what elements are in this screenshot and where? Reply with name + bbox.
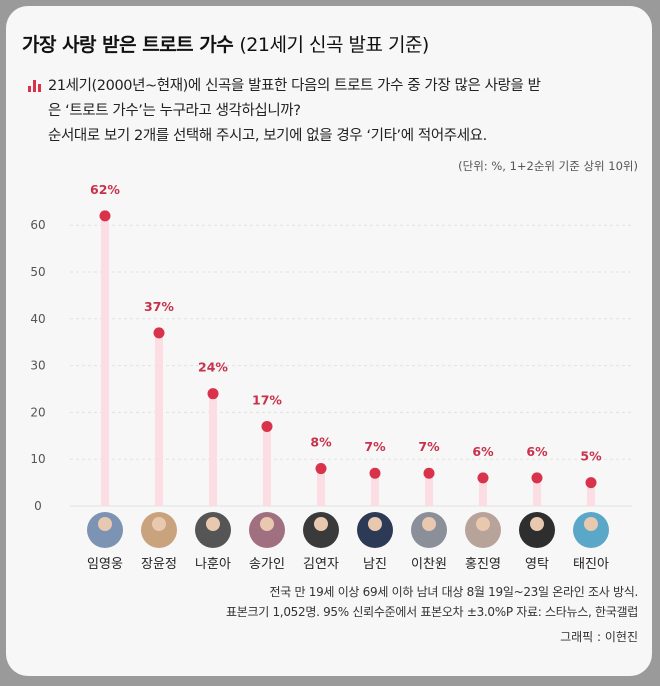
category-label: 장윤정 xyxy=(141,557,177,572)
lollipop-dot xyxy=(423,467,435,479)
data-label: 6% xyxy=(526,444,548,459)
question-line: 21세기(2000년~현재)에 신곡을 발표한 다음의 트로트 가수 중 가장 … xyxy=(48,78,541,94)
portrait-face xyxy=(476,517,490,531)
footnote-line: 전국 만 19세 이상 69세 이하 남녀 대상 8월 19일~23일 온라인 … xyxy=(269,585,639,599)
data-label: 5% xyxy=(580,449,602,464)
category-label: 태진아 xyxy=(573,557,609,572)
category-label: 이찬원 xyxy=(411,557,447,572)
data-label: 6% xyxy=(472,444,494,459)
portrait-face xyxy=(98,517,112,531)
title-main: 가장 사랑 받은 트로트 가수 xyxy=(22,34,234,56)
category-label: 홍진영 xyxy=(465,557,501,572)
footnote: 전국 만 19세 이상 69세 이하 남녀 대상 8월 19일~23일 온라인 … xyxy=(226,582,638,622)
lollipop-stem xyxy=(317,468,325,506)
lollipop-dot xyxy=(315,463,327,475)
chart-card xyxy=(6,6,652,676)
lollipop-stem xyxy=(479,477,487,506)
y-tick-label: 40 xyxy=(30,312,45,326)
lollipop-stem xyxy=(371,473,379,506)
lollipop-stem xyxy=(209,393,217,506)
bar-chart-icon xyxy=(28,80,41,92)
lollipop-stem xyxy=(587,482,595,506)
data-label: 8% xyxy=(310,435,332,450)
lollipop-dot xyxy=(153,327,165,339)
portrait-face xyxy=(368,517,382,531)
data-label: 7% xyxy=(418,439,440,454)
y-tick-label: 0 xyxy=(34,499,42,513)
lollipop-dot xyxy=(207,388,219,400)
lollipop-stem xyxy=(533,477,541,506)
lollipop-dot xyxy=(369,467,381,479)
y-tick-label: 60 xyxy=(30,218,45,232)
survey-question: 21세기(2000년~현재)에 신곡을 발표한 다음의 트로트 가수 중 가장 … xyxy=(48,74,638,149)
portrait-face xyxy=(530,517,544,531)
data-label: 17% xyxy=(252,392,282,407)
data-label: 7% xyxy=(364,439,386,454)
category-label: 남진 xyxy=(363,557,387,572)
lollipop-dot xyxy=(99,210,111,222)
footnote-line: 표본크기 1,052명. 95% 신뢰수준에서 표본오차 ±3.0%P 자료: … xyxy=(226,605,638,619)
category-label: 임영웅 xyxy=(87,557,123,572)
category-label: 영탁 xyxy=(525,557,549,572)
y-tick-label: 20 xyxy=(30,405,45,419)
y-tick-label: 30 xyxy=(30,359,45,373)
category-label: 김연자 xyxy=(303,557,339,572)
category-label: 나훈아 xyxy=(195,557,231,572)
y-tick-label: 10 xyxy=(30,452,45,466)
lollipop-stem xyxy=(101,215,109,506)
unit-note: (단위: %, 1+2순위 기준 상위 10위) xyxy=(458,159,638,173)
question-line: 은 ‘트로트 가수’는 누구라고 생각하십니까? xyxy=(48,103,301,119)
question-line: 순서대로 보기 2개를 선택해 주시고, 보기에 없을 경우 ‘기타’에 적어주… xyxy=(48,128,487,144)
data-label: 62% xyxy=(90,182,120,197)
portrait-face xyxy=(314,517,328,531)
lollipop-stem xyxy=(263,426,271,506)
y-tick-label: 50 xyxy=(30,265,45,279)
portrait-face xyxy=(584,517,598,531)
portrait-face xyxy=(152,517,166,531)
lollipop-stem xyxy=(425,473,433,506)
data-label: 24% xyxy=(198,360,228,375)
lollipop-dot xyxy=(531,472,543,484)
graphic-credit: 그래픽 : 이현진 xyxy=(560,630,638,644)
lollipop-dot xyxy=(585,477,597,489)
lollipop-dot xyxy=(261,420,273,432)
portrait-face xyxy=(260,517,274,531)
data-label: 37% xyxy=(144,299,174,314)
chart-title: 가장 사랑 받은 트로트 가수 (21세기 신곡 발표 기준) xyxy=(22,30,429,57)
lollipop-dot xyxy=(477,472,489,484)
portrait-face xyxy=(422,517,436,531)
category-label: 송가인 xyxy=(249,557,285,572)
title-sub: (21세기 신곡 발표 기준) xyxy=(239,34,429,56)
lollipop-stem xyxy=(155,332,163,506)
portrait-face xyxy=(206,517,220,531)
